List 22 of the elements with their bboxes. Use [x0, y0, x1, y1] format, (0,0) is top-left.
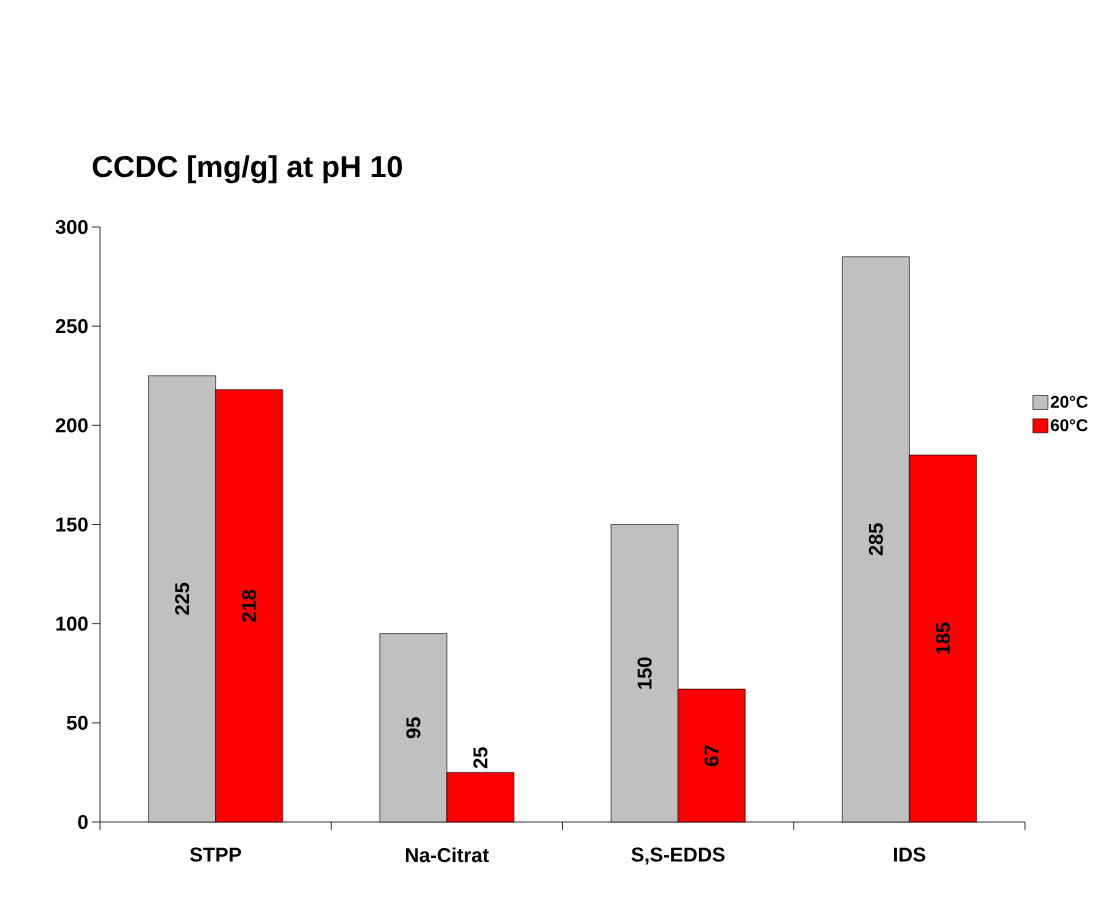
data-label: 95: [406, 717, 421, 739]
chart-title: CCDC [mg/g] at pH 10: [92, 155, 402, 184]
data-label: 150: [637, 657, 652, 689]
y-tick-label: 0: [78, 814, 88, 830]
y-tick-label: 300: [55, 219, 88, 235]
y-tick-label: 250: [55, 319, 88, 334]
x-tick-label: STPP: [190, 847, 242, 862]
data-label: 225: [175, 582, 190, 615]
data-label: 67: [704, 745, 719, 766]
legend-label: 20°C: [1050, 395, 1088, 408]
y-tick-label: 150: [56, 517, 88, 532]
data-label: 25: [473, 747, 488, 769]
y-tick-label: 200: [55, 418, 88, 433]
data-label: 218: [242, 589, 257, 622]
data-label: 285: [868, 523, 883, 556]
x-tick-label: Na-Citrat: [405, 847, 489, 863]
x-tick-label: S,S-EDDS: [631, 847, 725, 865]
data-label: 185: [935, 622, 950, 654]
y-tick-label: 50: [66, 715, 88, 730]
legend-label: 60°C: [1050, 419, 1088, 432]
y-tick-label: 100: [56, 616, 88, 631]
x-tick-label: IDS: [894, 847, 926, 862]
